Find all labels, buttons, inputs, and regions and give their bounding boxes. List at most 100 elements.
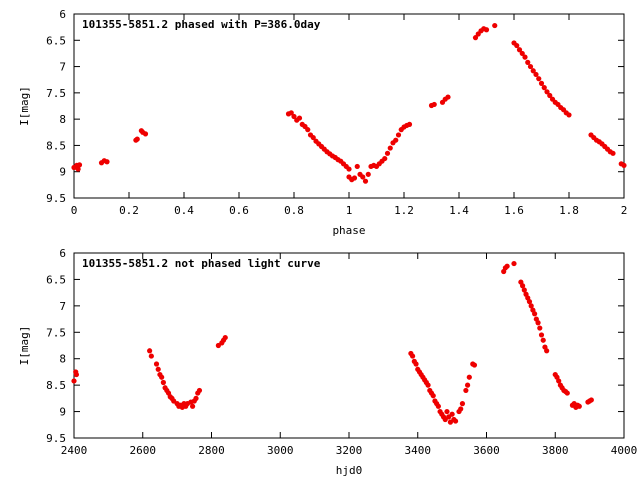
phased-data-point (75, 166, 81, 172)
phased-data-point (393, 137, 399, 143)
unphased-data-point (159, 374, 165, 380)
unphased-data-point (504, 263, 510, 269)
phased-data-point (296, 115, 303, 121)
unphased-light-curve-chart: 2400 2600 2800 3000 3200 3400 3600 3800 4000 6 6.5… (18, 247, 637, 477)
unphased-data-point (519, 283, 526, 289)
unphased-y-tick-label: 9.5 (46, 432, 66, 445)
unphased-data-point (538, 332, 545, 338)
unphased-plot-frame (73, 252, 625, 439)
unphased-y-tick-label: 7 (59, 300, 66, 313)
phased-x-tick-label: 0.6 (229, 204, 249, 217)
unphased-data-point (526, 299, 533, 305)
unphased-data-point (535, 320, 541, 326)
phased-x-tick-label: 0.4 (174, 204, 194, 217)
unphased-x-tick-label: 3800 (542, 444, 569, 457)
unphased-data-point (449, 411, 455, 417)
phased-x-tick-label: 0 (71, 204, 78, 217)
phased-x-tick-label: 1.4 (449, 204, 469, 217)
unphased-data-point (576, 403, 582, 409)
phased-data-point (395, 132, 402, 138)
phased-data-point (492, 22, 498, 29)
phased-data-point (354, 163, 360, 170)
unphased-data-point (148, 353, 154, 359)
unphased-data-point (528, 303, 534, 309)
phased-data-point (522, 54, 528, 60)
phased-light-curve-chart: 0 0.2 0.4 0.6 0.8 1 1.2 1.4 1.6 1.8 2 6 6.5 7 7.5 8 8.5 9… (18, 8, 627, 237)
unphased-data-point (532, 311, 538, 317)
unphased-data-point (459, 401, 466, 407)
phased-data-point (382, 155, 388, 162)
unphased-data-point (444, 408, 450, 415)
unphased-data-point (413, 361, 419, 367)
phased-y-tick-label: 6.5 (46, 34, 66, 47)
phased-data-point (544, 89, 550, 95)
unphased-x-tick-label: 3000 (267, 444, 294, 457)
phased-data-point (406, 121, 413, 127)
phased-data-point (525, 59, 531, 65)
phased-data-point (547, 92, 553, 99)
phased-data-point (527, 63, 534, 70)
unphased-data-point (147, 348, 153, 354)
phased-data-point (519, 50, 525, 57)
unphased-data-point (73, 371, 80, 378)
unphased-data-point (193, 395, 199, 401)
unphased-data-point (544, 348, 550, 354)
unphased-x-axis-label: hjd0 (336, 464, 363, 477)
phased-data-point (288, 110, 294, 116)
phased-data-point (472, 35, 479, 41)
phased-data-point (134, 136, 140, 142)
phased-y-tick-label: 8 (59, 113, 66, 126)
phased-data-point (445, 94, 451, 100)
phased-data-point (362, 178, 369, 184)
phased-x-tick-label: 1 (346, 204, 353, 217)
phased-data-point (104, 159, 110, 165)
phased-data-point (514, 42, 520, 49)
unphased-x-tick-label: 3600 (473, 444, 500, 457)
phased-y-tick-label: 6 (59, 8, 66, 21)
phased-data-point (76, 162, 83, 168)
phased-x-tick-label: 1.6 (504, 204, 524, 217)
phased-x-tick-label: 1.2 (394, 204, 414, 217)
unphased-data-point (71, 378, 77, 384)
unphased-data-point (189, 403, 196, 409)
unphased-data-point (521, 287, 527, 293)
unphased-x-tick-label: 3200 (336, 444, 363, 457)
unphased-x-tick-label: 2400 (61, 444, 88, 457)
unphased-y-tick-label: 8 (59, 353, 66, 366)
unphased-data-point (153, 361, 160, 367)
unphased-data-point (430, 393, 436, 399)
phased-data-point (538, 80, 545, 86)
phased-data-point (530, 68, 536, 74)
unphased-y-tick-label: 8.5 (46, 379, 66, 392)
unphased-data-point (556, 378, 562, 384)
unphased-data-point (540, 337, 546, 343)
phased-data-point (305, 127, 311, 133)
phased-data-point (610, 150, 616, 156)
phased-y-tick-label: 9.5 (46, 192, 66, 205)
phased-data-point (365, 171, 371, 177)
phased-data-point (387, 145, 393, 151)
phased-x-tick-label: 2 (621, 204, 628, 217)
phased-data-point (533, 71, 539, 78)
unphased-data-point (409, 353, 416, 359)
unphased-data-point (463, 387, 469, 394)
phased-x-tick-label: 1.8 (559, 204, 579, 217)
phased-y-tick-label: 7 (59, 61, 66, 74)
unphased-chart-title: 101355-5851.2 not phased light curve (82, 257, 321, 270)
phased-x-tick-label: 0.8 (284, 204, 304, 217)
unphased-data-point (511, 260, 517, 267)
unphased-x-tick-label: 2600 (130, 444, 157, 457)
unphased-data-point (588, 397, 594, 403)
phased-data-point (291, 113, 297, 120)
unphased-x-tick-label: 4000 (611, 444, 638, 457)
unphased-data-point (425, 382, 431, 388)
unphased-data-point (452, 418, 459, 424)
unphased-data-point (471, 362, 478, 368)
phased-data-point (536, 76, 542, 82)
phased-data-point (621, 162, 627, 169)
unphased-y-axis-label: I[mag] (18, 326, 31, 366)
phased-data-point (310, 134, 316, 141)
phased-data-point (351, 175, 358, 181)
